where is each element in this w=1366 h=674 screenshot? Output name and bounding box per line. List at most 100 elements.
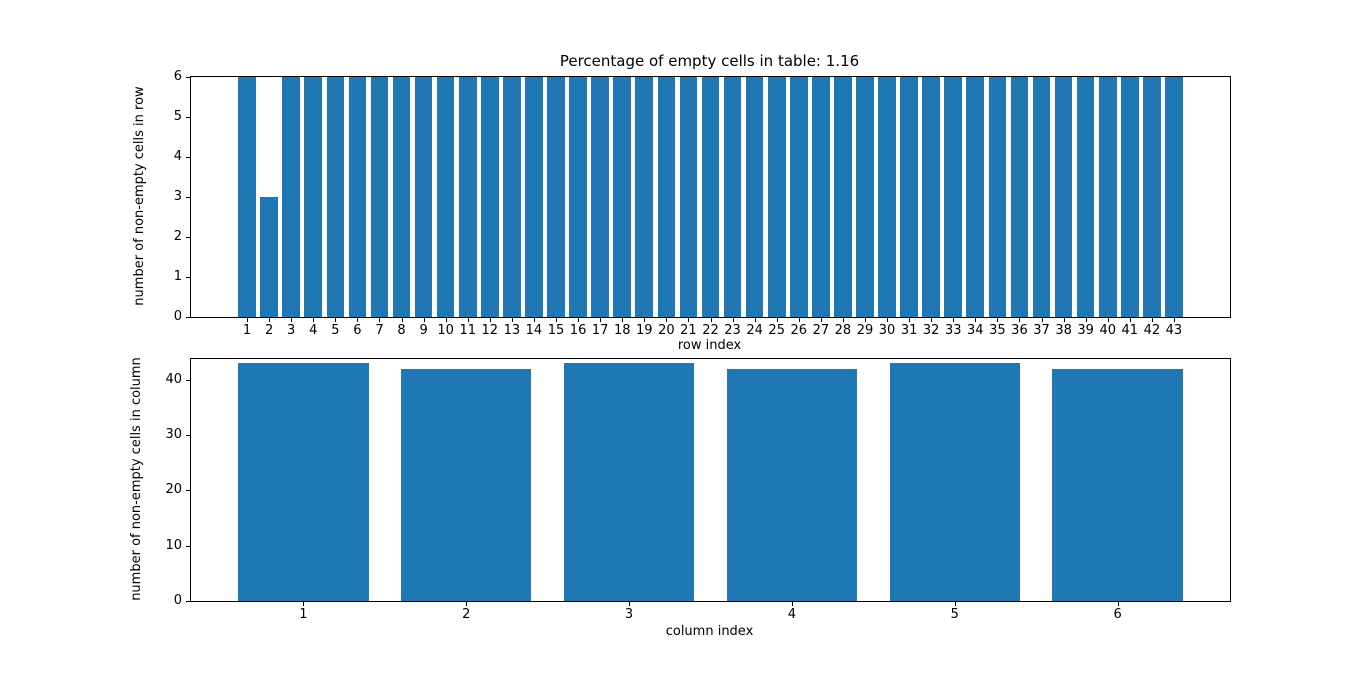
- bar-row-37: [1032, 77, 1051, 317]
- x-tick-label: 2: [462, 607, 471, 622]
- bar-row-28: [834, 77, 852, 317]
- x-tick-mark: [466, 602, 468, 606]
- bar-row-10: [436, 77, 455, 317]
- bar-row-3: [282, 77, 300, 317]
- x-tick-mark: [1107, 318, 1109, 322]
- bar-row-1: [238, 77, 256, 317]
- x-tick-mark: [688, 318, 690, 322]
- x-tick-mark: [269, 318, 271, 322]
- bar-row-5: [326, 77, 345, 317]
- y-tick-label: 40: [165, 371, 182, 387]
- x-tick-mark: [401, 318, 403, 322]
- bar-row-2: [260, 197, 278, 317]
- x-tick-label: 41: [1121, 323, 1139, 338]
- y-tick-mark: [186, 601, 190, 602]
- x-tick-mark: [313, 318, 315, 322]
- x-tick-mark: [1129, 318, 1131, 322]
- x-tick-label: 8: [397, 323, 406, 338]
- x-tick-label: 5: [950, 607, 959, 622]
- bar-row-25: [767, 77, 786, 317]
- x-tick-label: 23: [724, 323, 741, 338]
- y-tick-mark: [186, 317, 190, 318]
- bar-row-43: [1165, 77, 1183, 317]
- x-tick-label: 16: [569, 323, 587, 338]
- x-tick-label: 18: [613, 323, 631, 338]
- y-tick-mark: [186, 117, 190, 118]
- x-tick-mark: [666, 318, 668, 322]
- bar-row-20: [657, 77, 676, 317]
- x-tick-label: 14: [525, 323, 543, 338]
- bar-row-14: [525, 77, 543, 317]
- y-tick-label: 5: [173, 109, 182, 124]
- bar-row-30: [878, 77, 896, 317]
- bar-row-26: [789, 77, 808, 317]
- x-tick-mark: [291, 318, 293, 322]
- x-tick-mark: [247, 318, 249, 322]
- bar-row-6: [348, 77, 367, 317]
- x-tick-label: 10: [437, 323, 454, 338]
- columns-y-axis-label: number of non-empty cells in column: [129, 357, 144, 601]
- columns-plot-area: [190, 358, 1231, 602]
- x-tick-mark: [511, 318, 513, 322]
- x-tick-mark: [423, 318, 425, 322]
- bar-row-22: [701, 77, 720, 317]
- x-tick-label: 32: [922, 323, 940, 338]
- bar-row-4: [304, 77, 323, 317]
- x-tick-label: 9: [419, 323, 428, 338]
- x-tick-label: 7: [375, 323, 384, 338]
- x-tick-label: 40: [1099, 323, 1116, 338]
- x-tick-label: 20: [658, 323, 675, 338]
- x-tick-label: 39: [1077, 323, 1094, 338]
- x-tick-label: 31: [900, 323, 918, 338]
- y-tick-mark: [186, 435, 190, 437]
- bar-row-19: [635, 77, 654, 317]
- x-tick-mark: [887, 318, 889, 322]
- y-tick-label: 1: [173, 269, 182, 284]
- bar-row-42: [1143, 77, 1161, 317]
- bar-row-36: [1010, 77, 1029, 317]
- x-tick-label: 17: [591, 323, 609, 338]
- x-tick-mark: [842, 318, 844, 322]
- bar-row-39: [1076, 77, 1095, 317]
- bar-row-34: [966, 77, 985, 317]
- y-tick-mark: [186, 545, 190, 547]
- y-tick-label: 30: [165, 427, 182, 443]
- bar-row-29: [856, 77, 874, 317]
- x-tick-mark: [379, 318, 381, 322]
- x-tick-label: 6: [353, 323, 362, 338]
- bar-column-3: [563, 363, 695, 601]
- x-tick-label: 33: [944, 323, 962, 338]
- x-tick-mark: [798, 318, 800, 322]
- y-tick-label: 20: [165, 482, 182, 498]
- rows-x-axis-label: row index: [677, 338, 742, 353]
- x-tick-label: 1: [242, 323, 252, 338]
- x-tick-label: 37: [1033, 323, 1050, 338]
- x-tick-label: 12: [481, 323, 499, 338]
- bar-row-12: [480, 77, 499, 317]
- y-tick-mark: [186, 277, 190, 278]
- bar-row-8: [392, 77, 411, 317]
- x-tick-label: 3: [287, 323, 296, 338]
- x-tick-label: 42: [1143, 323, 1161, 338]
- x-tick-mark: [820, 318, 822, 322]
- x-tick-mark: [629, 602, 631, 606]
- x-tick-mark: [953, 318, 955, 322]
- y-tick-mark: [186, 237, 190, 238]
- x-tick-mark: [622, 318, 624, 322]
- x-tick-mark: [303, 602, 305, 606]
- bar-column-1: [238, 363, 369, 601]
- x-tick-label: 25: [768, 323, 785, 338]
- bar-column-5: [889, 363, 1020, 601]
- x-tick-label: 19: [636, 323, 653, 338]
- x-tick-label: 2: [264, 323, 274, 338]
- columns-x-axis-label: column index: [665, 624, 754, 639]
- bar-row-16: [569, 77, 587, 317]
- y-tick-mark: [186, 157, 190, 158]
- x-tick-label: 36: [1011, 323, 1028, 338]
- bar-row-18: [613, 77, 632, 317]
- x-tick-mark: [997, 318, 999, 322]
- x-tick-mark: [732, 318, 734, 322]
- bar-row-13: [503, 77, 521, 317]
- x-tick-label: 29: [856, 323, 874, 338]
- y-tick-label: 6: [173, 69, 182, 84]
